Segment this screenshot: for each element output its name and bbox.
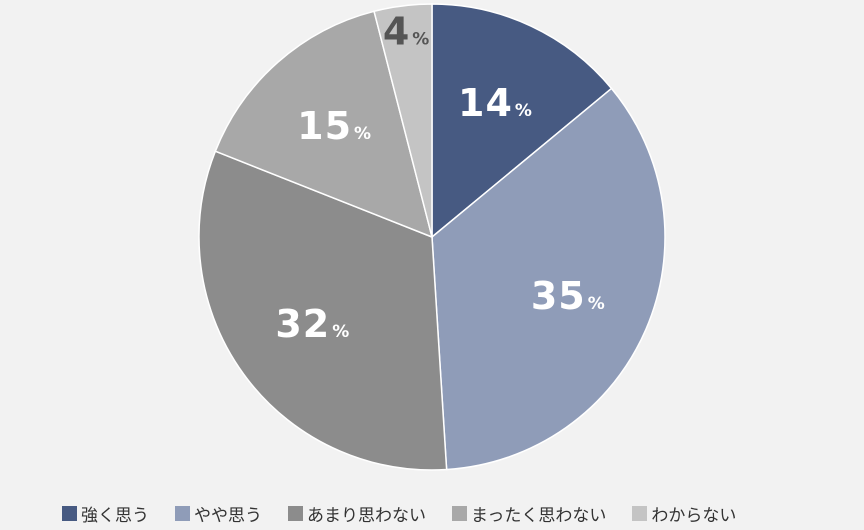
legend-item-strongly-agree: 強く思う <box>62 501 149 526</box>
legend-item-strongly-disagree: まったく思わない <box>452 501 606 526</box>
legend-swatch <box>175 505 190 521</box>
pie-slice-somewhat-disagree <box>198 150 448 471</box>
legend-item-dont-know: わからない <box>632 501 736 526</box>
legend-item-somewhat-agree: やや思う <box>175 501 262 526</box>
legend-swatch <box>452 505 467 521</box>
data-label-dont-know: 4% <box>383 10 430 54</box>
legend-item-somewhat-disagree: あまり思わない <box>288 501 426 526</box>
pie-slice-dont-know <box>373 3 433 238</box>
data-label-somewhat-disagree: 32% <box>275 302 349 346</box>
pie-slice-somewhat-agree <box>431 87 666 471</box>
legend-swatch <box>62 505 77 521</box>
pie-slices <box>198 3 666 471</box>
chart-legend: 強く思う やや思う あまり思わない まったく思わない わからない <box>62 501 736 526</box>
pie-slice-strongly-disagree <box>214 10 434 239</box>
legend-swatch <box>632 505 648 521</box>
pie-data-labels: 14 % 35 % 32 % 15 % 4% <box>275 10 604 346</box>
legend-label: わからない <box>651 505 737 526</box>
legend-label: 強く思う <box>81 505 149 526</box>
legend-label: やや思う <box>194 505 262 526</box>
legend-label: まったく思わない <box>471 505 607 526</box>
pie-slice-strongly-agree <box>431 3 613 239</box>
data-label-somewhat-agree: 35% <box>531 274 605 318</box>
legend-label: あまり思わない <box>307 505 426 526</box>
data-label-strongly-agree: 14% <box>458 81 532 125</box>
legend-swatch <box>288 505 303 521</box>
data-label-strongly-disagree: 15% <box>297 104 371 148</box>
